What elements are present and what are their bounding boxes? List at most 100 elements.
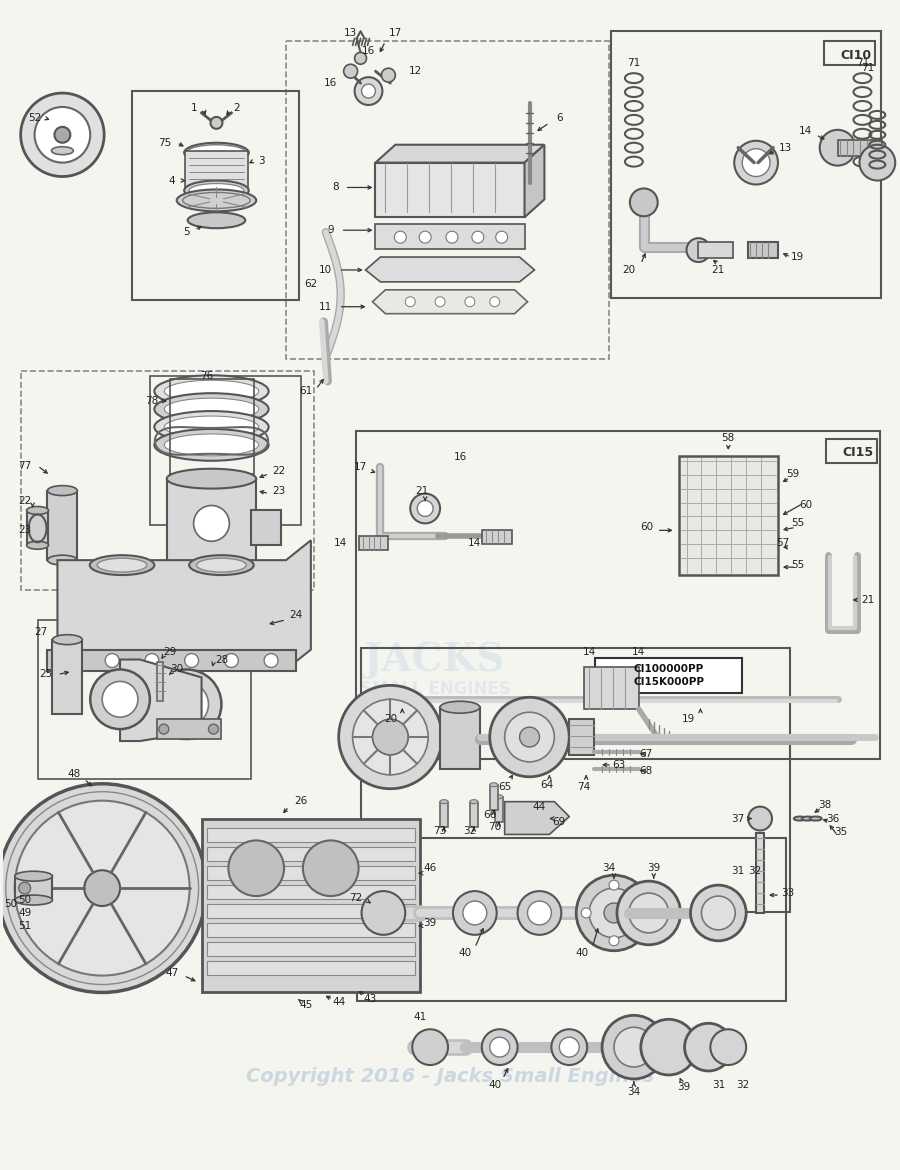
Circle shape xyxy=(85,870,120,906)
Polygon shape xyxy=(120,660,202,741)
Text: 32: 32 xyxy=(464,826,476,837)
Text: 13: 13 xyxy=(344,28,357,39)
Bar xyxy=(490,785,498,810)
Bar xyxy=(838,139,882,156)
Bar xyxy=(584,668,639,709)
Circle shape xyxy=(224,654,238,668)
Ellipse shape xyxy=(27,542,49,549)
Text: 16: 16 xyxy=(362,47,375,56)
Ellipse shape xyxy=(48,486,77,496)
Bar xyxy=(361,648,790,911)
Bar xyxy=(157,720,221,739)
Bar xyxy=(48,649,296,672)
Text: 76: 76 xyxy=(200,371,213,381)
Bar xyxy=(184,151,248,191)
Bar xyxy=(206,961,415,975)
Text: 22: 22 xyxy=(18,496,32,505)
Circle shape xyxy=(158,724,168,734)
Circle shape xyxy=(505,713,554,762)
Ellipse shape xyxy=(196,558,247,572)
Text: 20: 20 xyxy=(383,714,397,724)
Text: 59: 59 xyxy=(787,469,799,479)
Text: 49: 49 xyxy=(18,908,32,918)
Circle shape xyxy=(19,882,31,894)
Bar xyxy=(48,490,77,560)
Text: 43: 43 xyxy=(364,994,377,1004)
Bar xyxy=(286,41,609,359)
Text: 68: 68 xyxy=(639,766,652,776)
Bar xyxy=(440,707,480,769)
Circle shape xyxy=(446,232,458,243)
Text: 67: 67 xyxy=(639,749,652,759)
Text: 47: 47 xyxy=(165,968,178,978)
Text: 52: 52 xyxy=(28,112,41,123)
Bar xyxy=(206,923,415,937)
Circle shape xyxy=(617,881,680,944)
Bar xyxy=(132,91,299,300)
Polygon shape xyxy=(375,145,544,163)
Ellipse shape xyxy=(51,146,73,154)
Ellipse shape xyxy=(165,398,258,420)
Ellipse shape xyxy=(176,190,256,212)
Text: 38: 38 xyxy=(818,799,832,810)
Text: 40: 40 xyxy=(576,948,589,958)
Ellipse shape xyxy=(154,376,268,407)
Text: 50: 50 xyxy=(18,895,32,906)
Ellipse shape xyxy=(186,145,247,160)
Circle shape xyxy=(490,697,570,777)
Text: 34: 34 xyxy=(627,1087,641,1096)
Text: 8: 8 xyxy=(332,183,339,193)
Ellipse shape xyxy=(165,417,258,438)
Bar xyxy=(470,801,478,826)
Bar xyxy=(150,377,301,525)
Circle shape xyxy=(145,654,158,668)
Circle shape xyxy=(90,669,150,729)
Circle shape xyxy=(303,840,358,896)
Text: 60: 60 xyxy=(640,522,653,532)
Circle shape xyxy=(742,149,770,177)
Ellipse shape xyxy=(495,794,503,799)
Ellipse shape xyxy=(14,872,52,881)
Text: 30: 30 xyxy=(170,665,184,674)
Text: 29: 29 xyxy=(163,647,176,656)
Circle shape xyxy=(518,892,562,935)
Text: 55: 55 xyxy=(791,560,805,570)
Text: 28: 28 xyxy=(215,654,228,665)
Text: 48: 48 xyxy=(68,769,81,779)
Text: 14: 14 xyxy=(582,647,596,656)
Bar xyxy=(482,530,511,544)
Circle shape xyxy=(559,1037,580,1057)
Text: 31: 31 xyxy=(712,1080,725,1090)
Text: 55: 55 xyxy=(791,518,805,529)
Text: CI10: CI10 xyxy=(840,49,871,62)
Text: 21: 21 xyxy=(416,486,428,496)
Circle shape xyxy=(527,901,552,925)
Ellipse shape xyxy=(470,799,478,804)
Text: 77: 77 xyxy=(18,461,32,470)
Polygon shape xyxy=(525,145,544,218)
Circle shape xyxy=(265,654,278,668)
Text: 14: 14 xyxy=(334,538,347,549)
Text: 32: 32 xyxy=(736,1080,750,1090)
Ellipse shape xyxy=(440,799,448,804)
Ellipse shape xyxy=(165,434,258,456)
Circle shape xyxy=(66,654,79,668)
Text: 24: 24 xyxy=(289,610,302,620)
Circle shape xyxy=(609,880,619,890)
Text: 36: 36 xyxy=(826,813,839,824)
Text: 37: 37 xyxy=(732,813,745,824)
Text: 31: 31 xyxy=(732,866,745,876)
Ellipse shape xyxy=(154,429,268,461)
Circle shape xyxy=(630,188,658,216)
Bar xyxy=(202,819,420,992)
Text: 45: 45 xyxy=(300,1000,312,1011)
Polygon shape xyxy=(373,290,527,314)
Ellipse shape xyxy=(189,184,244,198)
Circle shape xyxy=(362,892,405,935)
Text: 10: 10 xyxy=(320,264,332,275)
Text: 72: 72 xyxy=(349,893,362,903)
Circle shape xyxy=(465,297,475,307)
Circle shape xyxy=(472,232,484,243)
Circle shape xyxy=(581,908,591,918)
Circle shape xyxy=(637,908,647,918)
